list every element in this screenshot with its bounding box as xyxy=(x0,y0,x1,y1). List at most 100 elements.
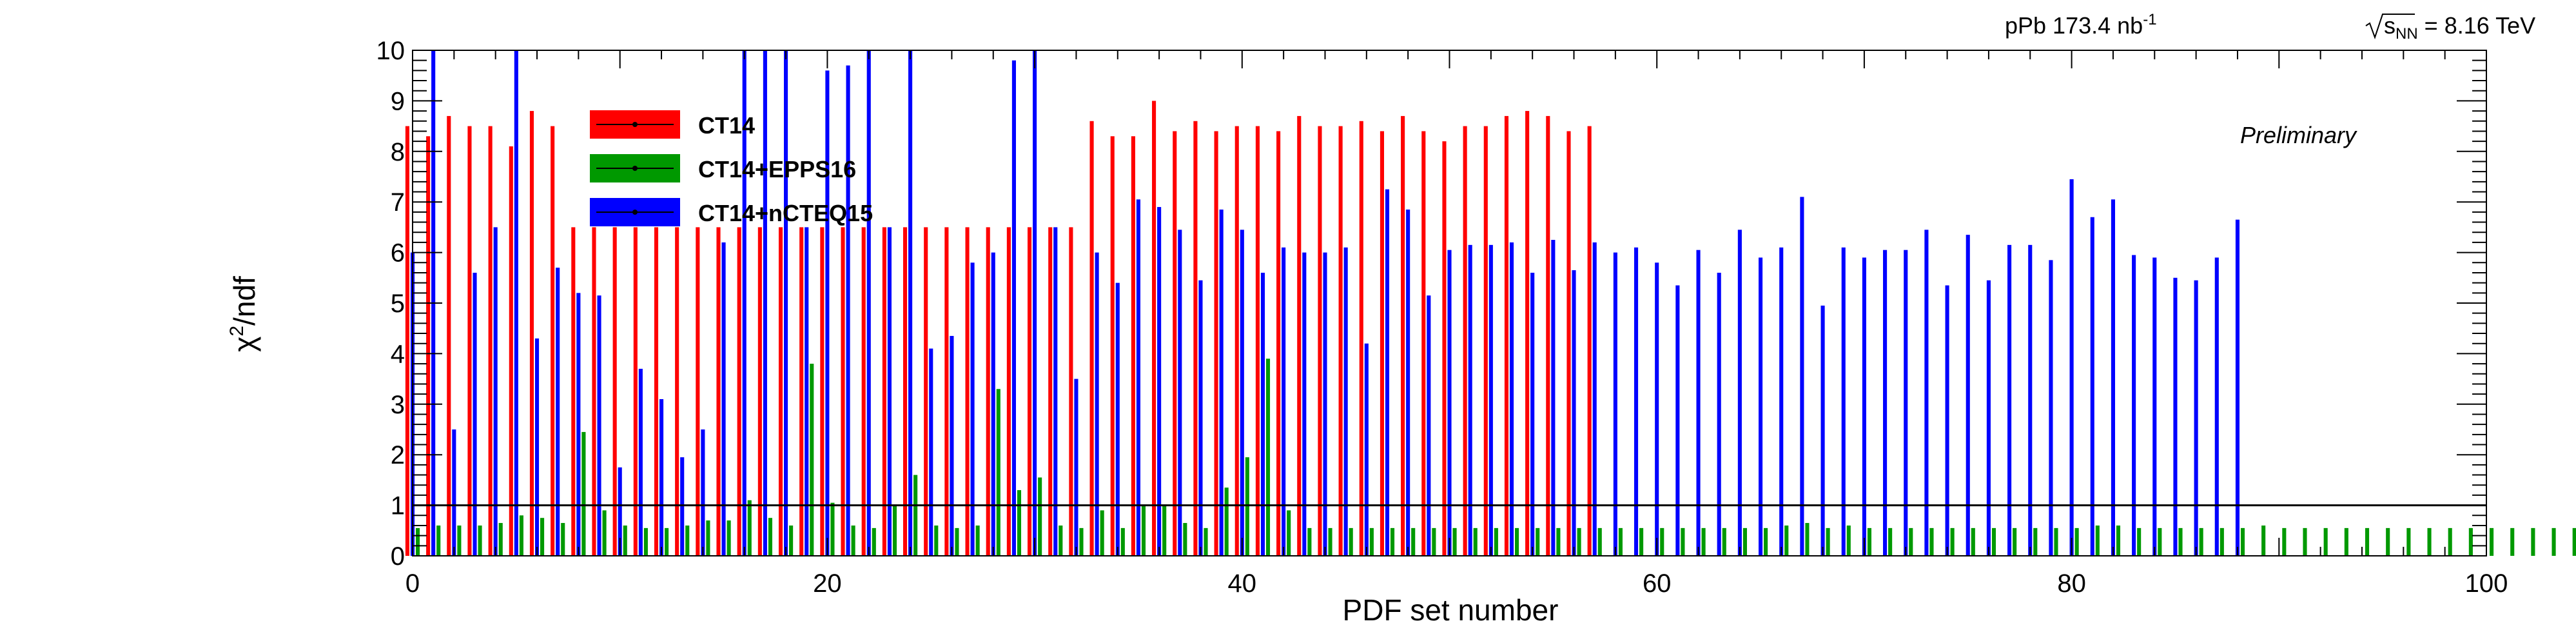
bar-ct14-41 xyxy=(1255,126,1260,556)
bar-ct14-ncteq15-30 xyxy=(1033,50,1037,556)
bar-ct14-ncteq15-86 xyxy=(2194,280,2198,556)
bar-ct14-epps16-2 xyxy=(457,525,462,556)
bar-ct14-ncteq15-74 xyxy=(1945,285,1949,556)
bar-ct14-epps16-93 xyxy=(2344,527,2348,556)
bar-ct14-ncteq15-19 xyxy=(805,227,809,556)
bar-ct14-ncteq15-47 xyxy=(1385,189,1390,556)
bar-ct14-epps16-75 xyxy=(1971,527,1975,556)
legend-label-1: CT14+EPPS16 xyxy=(698,156,856,182)
bar-ct14-8 xyxy=(571,227,576,556)
bar-ct14-epps16-36 xyxy=(1162,505,1167,556)
bar-ct14-epps16-8 xyxy=(581,431,586,556)
bar-ct14-15 xyxy=(716,227,721,556)
bar-ct14-epps16-7 xyxy=(561,523,565,556)
bar-ct14-ncteq15-60 xyxy=(1655,262,1659,556)
bar-ct14-ncteq15-53 xyxy=(1509,242,1514,556)
bar-ct14-ncteq15-54 xyxy=(1530,272,1535,556)
bar-ct14-53 xyxy=(1504,115,1509,556)
bar-ct14-55 xyxy=(1546,115,1550,556)
svg-text:sNN = 8.16 TeV: sNN = 8.16 TeV xyxy=(2384,12,2535,43)
bar-ct14-epps16-100 xyxy=(2489,527,2494,556)
x-axis-label: PDF set number xyxy=(1343,593,1559,627)
y-axis-label-sup: 2 xyxy=(226,326,248,337)
bar-ct14-ncteq15-6 xyxy=(534,338,540,556)
bar-ct14-34 xyxy=(1110,136,1115,556)
bar-ct14-ncteq15-76 xyxy=(1986,280,1991,556)
bar-ct14-ncteq15-88 xyxy=(2235,219,2240,556)
bar-ct14-ncteq15-23 xyxy=(887,227,892,556)
bar-ct14-epps16-72 xyxy=(1909,527,1913,556)
bar-ct14-ncteq15-10 xyxy=(618,467,622,556)
bar-ct14-epps16-18 xyxy=(789,525,794,556)
bar-ct14-3 xyxy=(467,126,472,556)
bar-ct14-ncteq15-39 xyxy=(1219,209,1224,556)
bar-ct14-27 xyxy=(965,227,970,556)
legend-label-2: CT14+nCTEQ15 xyxy=(698,200,873,226)
bar-ct14-epps16-35 xyxy=(1141,505,1146,556)
header-energy: sNN = 8.16 TeV xyxy=(2365,12,2535,43)
bar-ct14-ncteq15-37 xyxy=(1178,230,1182,556)
bar-ct14-10 xyxy=(612,227,617,556)
bar-ct14-40 xyxy=(1234,126,1239,556)
bar-ct14-ncteq15-14 xyxy=(701,429,705,556)
bar-ct14-ncteq15-49 xyxy=(1427,295,1431,556)
y-tick-label: 8 xyxy=(391,138,405,166)
bar-ct14-epps16-24 xyxy=(913,475,918,556)
bar-ct14-ncteq15-71 xyxy=(1883,250,1888,556)
bar-ct14-29 xyxy=(1006,227,1011,556)
bar-ct14-epps16-42 xyxy=(1287,510,1291,556)
bar-ct14-epps16-87 xyxy=(2220,527,2224,556)
bar-ct14-ncteq15-34 xyxy=(1115,282,1120,556)
bar-ct14-epps16-79 xyxy=(2054,527,2058,556)
legend-marker-dot-2 xyxy=(632,210,638,215)
y-tick-label: 2 xyxy=(391,441,405,469)
bar-ct14-epps16-74 xyxy=(1950,527,1955,556)
bar-ct14-ncteq15-3 xyxy=(473,272,477,556)
preliminary-label: Preliminary xyxy=(2240,122,2357,148)
bar-ct14-epps16-32 xyxy=(1079,527,1084,556)
bar-ct14-ncteq15-46 xyxy=(1364,343,1369,556)
bar-ct14-ncteq15-41 xyxy=(1260,272,1265,556)
bar-ct14-epps16-78 xyxy=(2033,527,2038,556)
bar-ct14-epps16-92 xyxy=(2323,527,2328,556)
bar-ct14-epps16-50 xyxy=(1452,527,1457,556)
bar-ct14-ncteq15-66 xyxy=(1779,247,1784,556)
bar-ct14-ncteq15-84 xyxy=(2152,257,2157,556)
bar-ct14-epps16-98 xyxy=(2448,527,2452,556)
bar-ct14-51 xyxy=(1463,126,1467,556)
bar-ct14-23 xyxy=(882,227,886,556)
bar-ct14-ncteq15-26 xyxy=(950,335,954,556)
bar-ct14-ncteq15-44 xyxy=(1323,252,1327,556)
bar-ct14-39 xyxy=(1214,131,1218,556)
bar-ct14-epps16-68 xyxy=(1826,527,1830,556)
bar-ct14-14 xyxy=(696,227,700,556)
bar-ct14-ncteq15-57 xyxy=(1592,242,1597,556)
bar-ct14-ncteq15-21 xyxy=(846,65,850,556)
bar-ct14-ncteq15-8 xyxy=(576,293,581,556)
bar-ct14-epps16-47 xyxy=(1390,527,1395,556)
bar-ct14-18 xyxy=(778,227,783,556)
bar-ct14-4 xyxy=(488,126,493,556)
bar-ct14-ncteq15-22 xyxy=(866,50,871,556)
bar-ct14-epps16-67 xyxy=(1805,523,1810,556)
bar-ct14-epps16-40 xyxy=(1245,457,1249,556)
bar-ct14-ncteq15-82 xyxy=(2111,199,2115,556)
bar-ct14-ncteq15-56 xyxy=(1572,270,1576,556)
bar-ct14-epps16-99 xyxy=(2468,527,2473,556)
bar-ct14-epps16-63 xyxy=(1722,527,1726,556)
bar-ct14-52 xyxy=(1483,126,1488,556)
y-tick-label: 7 xyxy=(391,188,405,217)
bar-ct14-epps16-65 xyxy=(1764,527,1768,556)
bar-ct14-epps16-22 xyxy=(872,527,876,556)
bar-ct14-epps16-55 xyxy=(1556,527,1561,556)
bar-ct14-12 xyxy=(654,227,659,556)
y-tick-label: 10 xyxy=(376,37,405,65)
bar-ct14-ncteq15-20 xyxy=(825,70,830,556)
bar-ct14-ncteq15-9 xyxy=(597,295,601,556)
energy-value-text: = 8.16 TeV xyxy=(2418,12,2535,39)
bar-ct14-epps16-104 xyxy=(2572,527,2576,556)
bar-ct14-epps16-45 xyxy=(1349,527,1353,556)
bar-ct14-2 xyxy=(447,115,451,556)
bar-ct14-ncteq15-78 xyxy=(2028,244,2033,556)
